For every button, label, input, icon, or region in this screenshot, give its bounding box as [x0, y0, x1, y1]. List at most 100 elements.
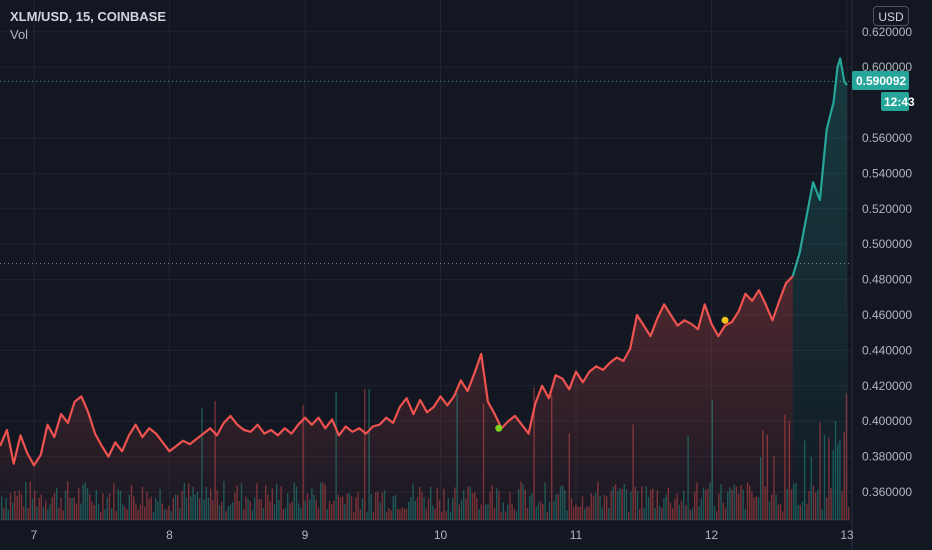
volume-bar — [597, 481, 599, 520]
volume-bar — [45, 500, 47, 520]
volume-bar — [254, 497, 256, 520]
signal-marker-yellow — [721, 316, 729, 324]
volume-bar — [625, 489, 628, 520]
volume-bar — [60, 497, 62, 520]
volume-bar — [441, 512, 443, 520]
volume-bar — [379, 502, 381, 520]
volume-bar — [731, 489, 733, 520]
volume-bar — [674, 499, 676, 520]
volume-bar — [203, 499, 205, 520]
volume-bar — [194, 494, 196, 520]
volume-bar — [592, 495, 595, 520]
volume-bar — [696, 482, 698, 520]
volume-bar — [313, 495, 315, 520]
volume-bar — [108, 493, 111, 520]
volume-bar — [599, 496, 601, 520]
volume-bar — [42, 507, 45, 520]
volume-bar — [570, 497, 573, 520]
y-tick-label: 0.500000 — [862, 237, 912, 251]
volume-bar — [564, 490, 566, 520]
volume-bar — [663, 498, 665, 520]
volume-bar — [104, 509, 106, 520]
volume-bar — [196, 491, 199, 520]
area-fill-red — [0, 276, 793, 520]
volume-bar — [834, 421, 837, 520]
volume-bar — [485, 504, 487, 520]
volume-bar — [236, 485, 238, 520]
volume-bar — [808, 491, 810, 520]
volume-indicator-label[interactable]: Vol — [10, 27, 29, 42]
volume-bar — [687, 435, 689, 520]
volume-bar — [557, 494, 559, 520]
volume-bar — [621, 488, 623, 520]
volume-bar — [458, 504, 460, 520]
volume-bar — [797, 504, 799, 520]
volume-bar — [821, 509, 823, 520]
volume-bar — [251, 510, 254, 520]
price-badges: 0.590092 12:43 — [852, 71, 915, 111]
volume-bar — [399, 509, 401, 520]
volume-bar — [568, 433, 570, 520]
volume-bar — [38, 497, 40, 520]
volume-bar — [511, 503, 513, 520]
volume-bar — [427, 498, 430, 520]
volume-bar — [386, 511, 388, 520]
currency-button[interactable]: USD — [873, 6, 909, 26]
volume-bar — [432, 505, 434, 520]
volume-bar — [744, 508, 746, 520]
volume-bar — [273, 504, 276, 520]
volume-bar — [271, 488, 273, 520]
volume-bar — [577, 506, 579, 520]
volume-bar — [513, 509, 515, 520]
volume-bar — [848, 507, 850, 520]
volume-bar — [40, 494, 42, 520]
volume-bar — [793, 483, 795, 520]
volume-bar — [423, 497, 425, 520]
volume-bar — [632, 424, 634, 520]
volume-bar — [661, 508, 663, 520]
volume-bar — [529, 495, 531, 520]
symbol-label[interactable]: XLM/USD, 15, COINBASE — [10, 9, 167, 24]
volume-bar — [348, 493, 350, 520]
volume-bar — [537, 502, 540, 520]
volume-bar — [711, 400, 713, 520]
volume-bar — [542, 504, 544, 520]
volume-bar — [412, 483, 414, 520]
volume-bar — [667, 487, 669, 520]
y-tick-label: 0.360000 — [862, 485, 912, 499]
volume-bar — [746, 482, 749, 520]
volume-bar — [333, 500, 335, 520]
volume-bar — [315, 499, 317, 520]
volume-bar — [166, 509, 168, 520]
volume-bar — [496, 488, 498, 520]
volume-bar — [586, 506, 588, 520]
volume-bar — [544, 482, 546, 520]
y-tick-label: 0.540000 — [862, 166, 912, 180]
volume-bar — [562, 485, 564, 520]
volume-bar — [617, 490, 619, 520]
volume-bar — [826, 497, 828, 520]
volume-bar — [267, 494, 269, 520]
volume-bar — [133, 496, 135, 520]
volume-bar — [841, 490, 843, 520]
volume-bar — [227, 506, 229, 520]
volume-bar — [359, 509, 361, 520]
time-axis[interactable]: 7 8 9 10 11 12 13 — [31, 528, 854, 542]
volume-bar — [97, 503, 100, 520]
volume-bar — [324, 484, 326, 520]
volume-bar — [685, 505, 687, 520]
volume-bar — [240, 483, 243, 520]
volume-bar — [709, 482, 711, 520]
volume-bar — [192, 486, 194, 520]
volume-bar — [115, 511, 117, 520]
volume-bar — [357, 492, 359, 520]
volume-bar — [401, 507, 403, 520]
volume-bar — [64, 490, 67, 520]
price-axis[interactable]: 0.360000 0.380000 0.400000 0.420000 0.440000… — [862, 25, 912, 499]
chart-legend: XLM/USD, 15, COINBASE Vol — [10, 8, 166, 44]
volume-bar — [533, 387, 535, 520]
volume-bar — [551, 394, 553, 520]
volume-bar — [839, 439, 841, 520]
volume-bar — [643, 508, 645, 520]
